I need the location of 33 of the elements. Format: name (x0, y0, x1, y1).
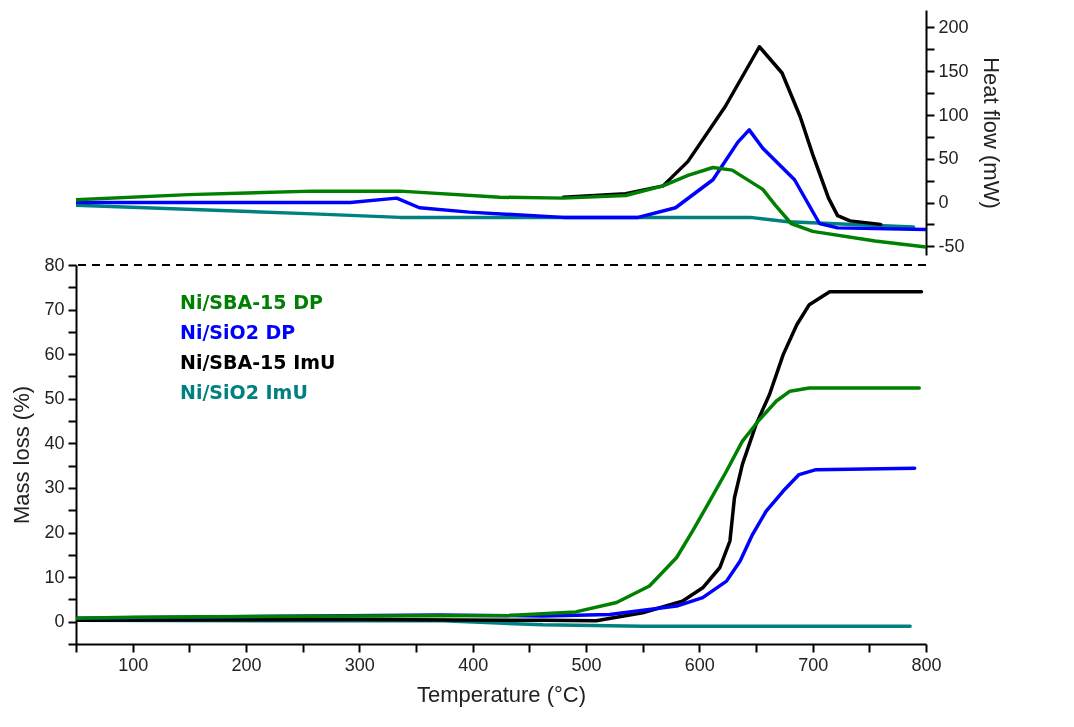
y2-tick-label: 100 (938, 104, 969, 125)
y2-tick-label: 50 (938, 148, 959, 169)
y2-tick-label: 0 (938, 192, 949, 212)
y2-tick-label: 150 (938, 60, 969, 81)
x-tick-label: 100 (118, 654, 149, 675)
x-tick-label: 600 (684, 654, 715, 675)
text: Ni/SBA-15 DP (180, 290, 323, 313)
y-tick-label: 10 (44, 566, 65, 587)
line-series (76, 165, 926, 249)
y-tick-label: 80 (44, 254, 65, 275)
y2-axis-title: Heat flow (mW) (978, 57, 1004, 209)
x-tick-label: 500 (571, 654, 602, 675)
x-tick-label: 800 (911, 654, 942, 675)
y-tick-label: 30 (44, 477, 65, 498)
line-series (76, 128, 926, 232)
y2-tick-label: 200 (938, 17, 969, 37)
y-tick-label: 0 (54, 611, 65, 632)
y-axis-title: Mass loss (%) (9, 385, 35, 525)
x-tick-label: 700 (798, 654, 829, 675)
text: Ni/SBA-15 ImU (180, 350, 336, 373)
x-tick-label: 200 (231, 654, 262, 675)
x-tick-label: 400 (458, 654, 489, 675)
text: Ni/SiO2 DP (180, 320, 296, 343)
y-tick-label: 50 (44, 388, 65, 409)
y-tick-label: 60 (44, 343, 65, 364)
x-axis-title: Temperature (°C) (417, 681, 586, 707)
x-tick-label: 300 (344, 654, 375, 675)
line-series (76, 386, 921, 620)
y2-tick-label: -50 (938, 235, 965, 256)
y-tick-label: 20 (44, 522, 65, 543)
y-tick-label: 70 (44, 299, 65, 320)
y-tick-label: 40 (44, 432, 65, 453)
text: Ni/SiO2 ImU (180, 380, 308, 403)
